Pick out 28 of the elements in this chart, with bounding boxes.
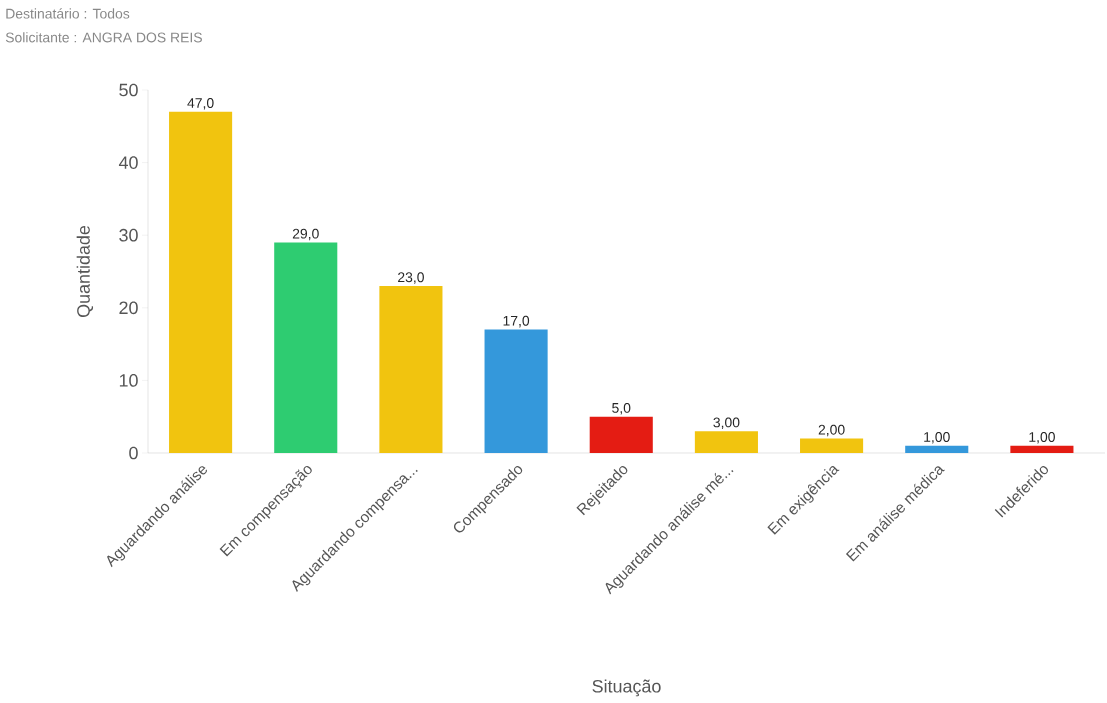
text: Solicitante : ANGRA DOS REIS — [5, 32, 202, 43]
bar — [589, 416, 653, 453]
data-label: 29,0 — [292, 228, 319, 241]
y-tick-label: 30 — [119, 228, 138, 242]
data-label: 1,00 — [924, 432, 950, 444]
text: Destinatário : Todos — [6, 8, 130, 19]
bar — [169, 111, 233, 453]
data-label: 47,0 — [187, 98, 214, 110]
y-axis-title: Quantidade — [76, 225, 94, 318]
y-tick-label: 50 — [119, 83, 138, 97]
data-label: 3,00 — [713, 417, 740, 430]
data-label: 17,0 — [503, 315, 530, 328]
bar — [905, 445, 969, 453]
bar — [1010, 445, 1074, 453]
y-tick-label: 10 — [119, 374, 138, 387]
bar — [694, 431, 758, 453]
x-axis-title: Situação — [592, 679, 661, 697]
data-label: 2,00 — [818, 424, 845, 437]
y-tick-label: 20 — [119, 301, 138, 315]
data-label: 5,0 — [612, 402, 631, 415]
data-label: 1,00 — [1029, 432, 1055, 444]
y-tick-label: 40 — [118, 156, 138, 169]
bar — [800, 438, 864, 453]
data-label: 23,0 — [398, 272, 424, 284]
bar — [379, 286, 443, 453]
bar — [484, 329, 548, 453]
y-tick-label: 0 — [129, 446, 138, 460]
bar — [274, 242, 338, 453]
